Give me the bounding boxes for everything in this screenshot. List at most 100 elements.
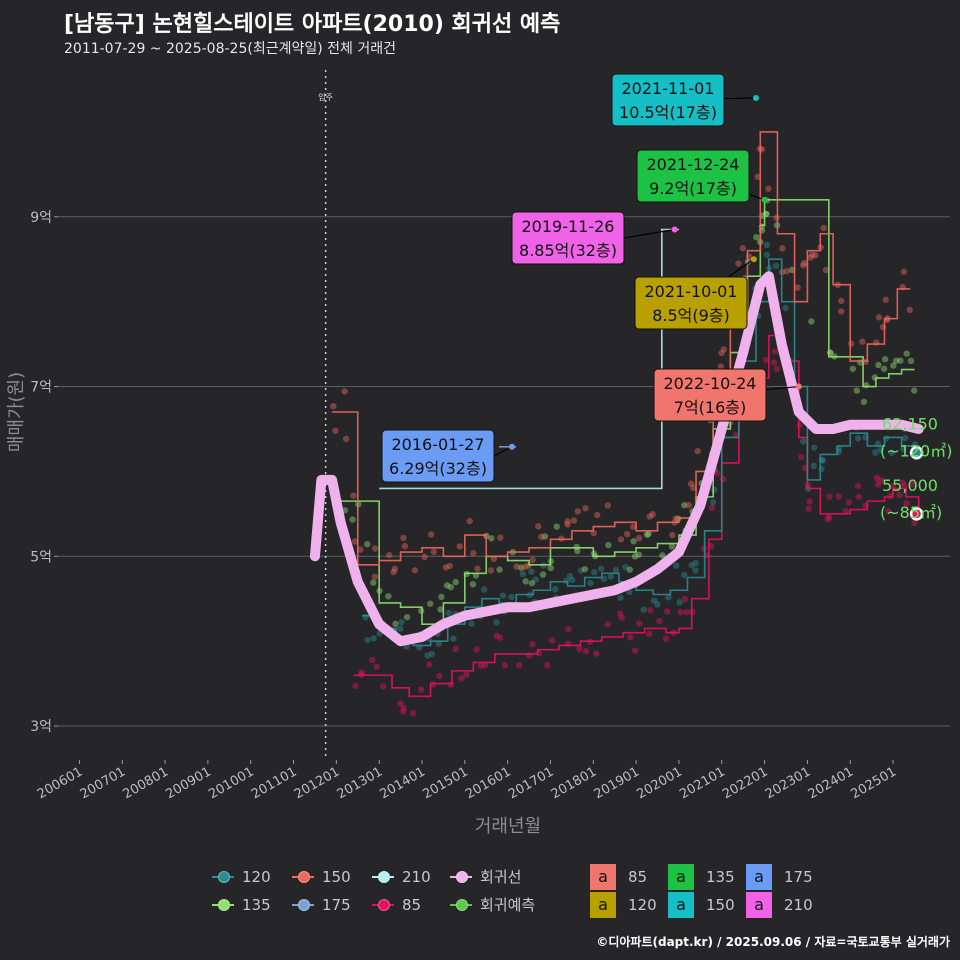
transaction-point — [519, 570, 526, 578]
transaction-point — [877, 476, 885, 484]
legend-label: 회귀선 — [480, 868, 522, 886]
x-tick-label: 201401 — [378, 764, 428, 802]
transaction-point — [371, 573, 379, 581]
footer-credit: ©디아파트(dapt.kr) / 2025.09.06 / 자료=국토교통부 실… — [596, 935, 950, 949]
transaction-point — [470, 550, 477, 557]
transaction-point — [797, 453, 805, 461]
transaction-point — [872, 449, 879, 456]
x-tick-label: 201801 — [549, 764, 599, 802]
transaction-point — [732, 431, 740, 439]
transaction-point — [430, 548, 438, 556]
transaction-point — [569, 576, 576, 584]
series-layer — [332, 131, 920, 698]
transaction-point — [617, 594, 624, 601]
x-tick-label: 202101 — [677, 764, 727, 802]
transaction-point — [708, 504, 716, 511]
annotation-layer: 62,150 (~120㎡) 55,000 (~85㎡) 2021-11-01 10.5억… — [381, 73, 952, 522]
transaction-point — [673, 562, 680, 569]
transaction-point — [842, 507, 850, 515]
x-tick-label: 200701 — [78, 764, 128, 802]
move-in-label: 입주 — [318, 93, 333, 102]
series-line-135 — [336, 199, 915, 625]
transaction-point — [845, 499, 853, 506]
transaction-point — [719, 475, 727, 483]
transaction-point — [875, 314, 883, 321]
transaction-point — [672, 515, 680, 522]
legend-box-swatch: a — [746, 864, 772, 890]
transaction-point — [607, 573, 615, 580]
transaction-point — [771, 348, 779, 355]
transaction-point — [762, 210, 770, 218]
transaction-point — [770, 359, 778, 366]
transaction-point — [808, 318, 815, 325]
x-tick-label: 202301 — [763, 764, 813, 802]
annotation-date: 2016-01-27 — [392, 435, 485, 454]
chart-title: [남동구] 논현힐스테이트 아파트(2010) 회귀선 예측 — [64, 12, 561, 37]
transaction-point — [822, 266, 830, 274]
x-tick-label: 202401 — [806, 764, 856, 802]
transaction-point — [397, 625, 404, 632]
legend-box-swatch: a — [668, 892, 694, 918]
annotation-price: 8.85억(32층) — [519, 241, 617, 260]
transaction-point — [570, 517, 578, 524]
transaction-point — [604, 621, 611, 628]
transaction-point — [577, 567, 585, 574]
y-tick-label: 3억 — [30, 719, 52, 735]
transaction-point — [788, 266, 796, 274]
legend-dot-swatch — [218, 871, 230, 883]
transaction-point — [576, 645, 583, 652]
transaction-point — [532, 576, 539, 583]
transaction-point — [518, 564, 525, 571]
transaction-point — [445, 609, 452, 617]
transaction-point — [604, 502, 611, 509]
transaction-point — [400, 534, 407, 542]
transaction-point — [888, 449, 895, 456]
transaction-point — [903, 500, 910, 507]
transaction-point — [853, 387, 860, 394]
transaction-point — [466, 517, 473, 525]
transaction-point — [903, 350, 910, 357]
transaction-point — [635, 535, 643, 542]
legend-dot-swatch — [456, 871, 468, 883]
transaction-point — [501, 661, 509, 669]
transaction-point — [690, 484, 697, 491]
x-tick-label: 201301 — [335, 764, 385, 802]
transaction-point — [443, 582, 451, 589]
transaction-point — [535, 523, 542, 530]
transaction-point — [806, 498, 813, 505]
annotation-date: 2021-11-01 — [622, 79, 715, 98]
transaction-point — [897, 357, 904, 364]
transaction-point — [631, 647, 639, 654]
transaction-point — [863, 381, 870, 389]
transaction-point — [826, 349, 834, 356]
transaction-point — [901, 434, 909, 442]
transaction-point — [605, 541, 612, 549]
transaction-point — [826, 513, 833, 521]
transaction-point — [544, 661, 551, 669]
transaction-point — [676, 599, 683, 606]
legend-label: 175 — [322, 896, 351, 914]
transaction-point — [892, 357, 900, 364]
transaction-point — [553, 523, 560, 530]
annotation-price: 9.2억(17층) — [649, 179, 737, 198]
annotation-box — [653, 368, 767, 422]
annotation-leader — [493, 446, 513, 457]
transaction-point — [677, 609, 684, 616]
transaction-point — [437, 606, 444, 613]
transaction-point — [617, 610, 624, 617]
x-tick-label: 200601 — [35, 764, 85, 802]
transaction-point — [812, 252, 819, 259]
annotation-price: 8.5억(9층) — [652, 306, 730, 325]
transaction-point — [911, 519, 918, 526]
transaction-point — [801, 259, 808, 267]
legend-box-swatch: a — [668, 864, 694, 890]
transaction-point — [885, 507, 892, 515]
transaction-point — [800, 438, 807, 445]
transaction-point — [358, 669, 366, 676]
forecast-area: (~120㎡) — [880, 442, 952, 461]
transaction-point — [426, 661, 433, 668]
legend-box-label: 135 — [706, 868, 735, 886]
transaction-point — [709, 499, 717, 506]
transaction-point — [664, 608, 671, 615]
